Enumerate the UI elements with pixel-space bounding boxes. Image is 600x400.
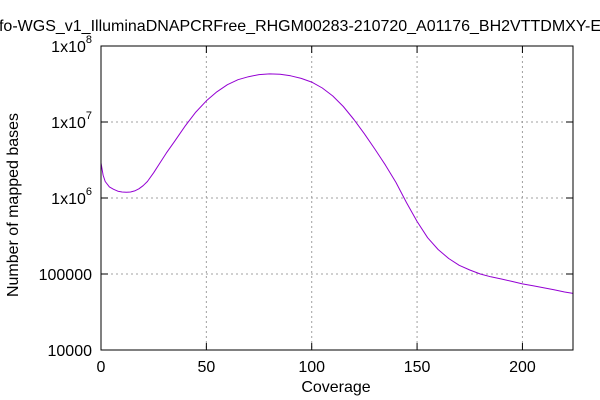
x-axis-label: Coverage (301, 379, 370, 396)
tick-marks (100, 45, 573, 351)
x-tick-label: 200 (509, 359, 536, 376)
y-tick-label: 100000 (39, 267, 92, 284)
y-tick-labels: 10000 100000 1x106 1x107 1x108 (39, 34, 92, 360)
x-tick-label: 100 (298, 359, 325, 376)
y-tick-label: 1x108 (51, 34, 92, 56)
x-tick-label: 50 (197, 359, 215, 376)
grid (101, 46, 573, 350)
y-tick-label: 10000 (48, 343, 93, 360)
y-axis-label: Number of mapped bases (5, 113, 22, 297)
x-tick-labels: 0 50 100 150 200 (97, 359, 536, 376)
x-tick-label: 150 (404, 359, 431, 376)
y-tick-label: 1x106 (51, 186, 92, 208)
x-tick-label: 0 (97, 359, 106, 376)
chart-title: fo-WGS_v1_IlluminaDNAPCRFree_RHGM00283-2… (0, 18, 600, 35)
coverage-series-line (100, 73, 574, 294)
y-tick-label: 1x107 (51, 110, 92, 132)
series-layer (100, 73, 574, 294)
